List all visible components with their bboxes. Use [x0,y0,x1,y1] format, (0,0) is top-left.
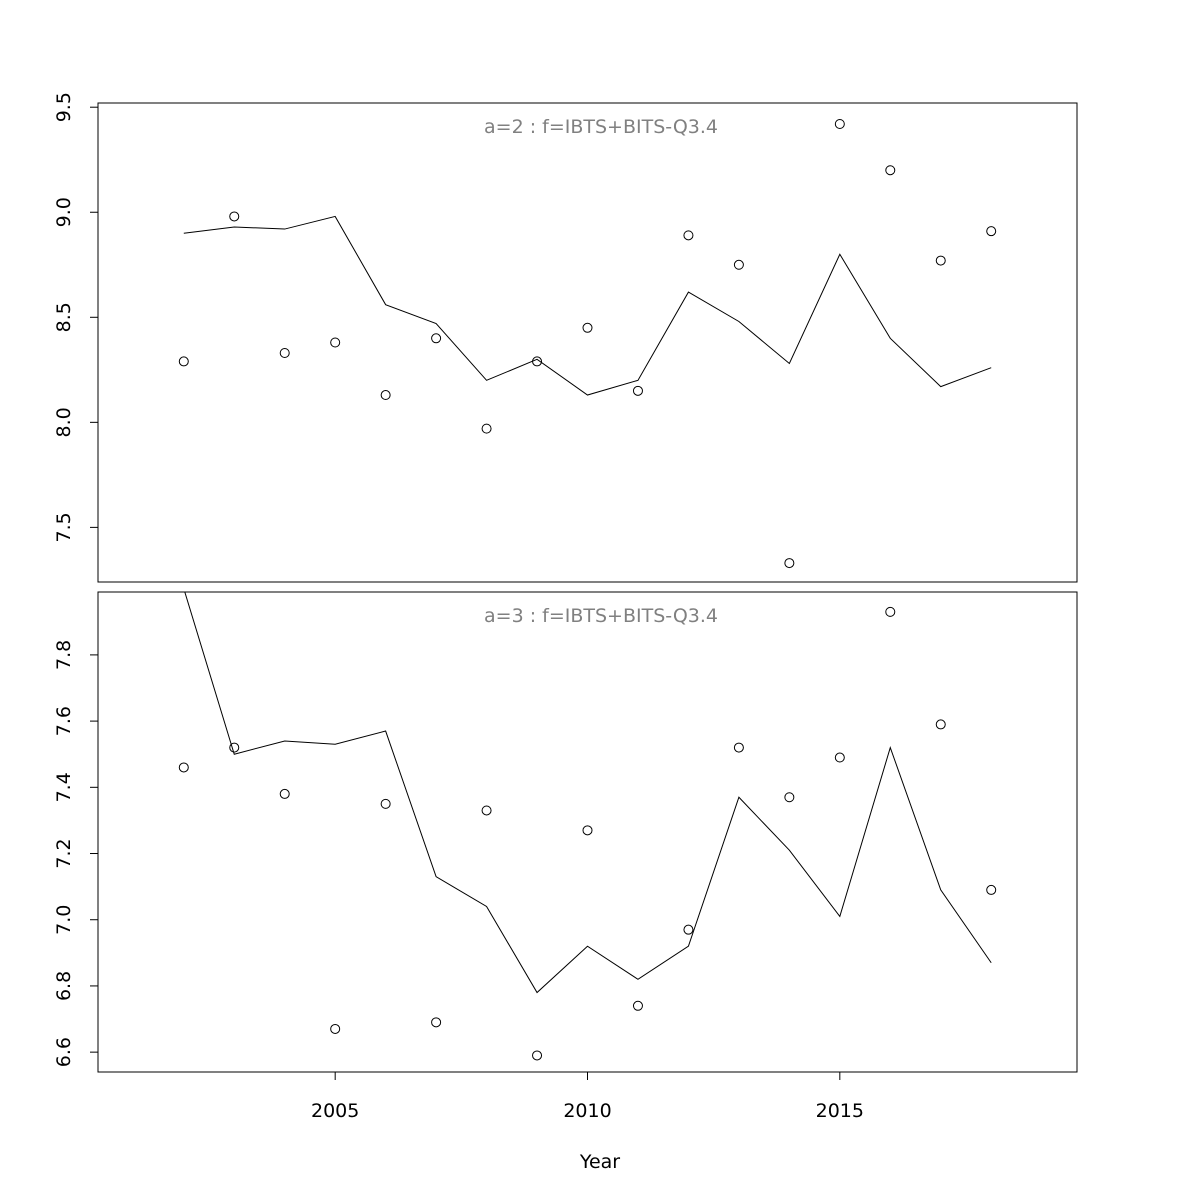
x-tick-label: 2005 [311,1100,359,1122]
panel-1-frame [97,591,1078,1073]
panel-1-observed-point [733,742,744,753]
panel-bottom: 6.6 6.8 7.0 7.2 7.4 7.6 7.8 a=3 : f=IBTS+BITS-Q… [53,591,1078,1073]
panel-1-observed-point [178,762,189,773]
panel-1-y-tick-label: 7.6 [53,706,75,736]
panel-0-observed-point [986,226,997,237]
panel-0-observed-point [481,423,492,434]
panel-0-y-tick-label: 8.0 [53,407,75,437]
panel-1-observed-point [532,1050,543,1061]
panel-1-observed-point [885,606,896,617]
panel-0-observed-point [330,337,341,348]
x-axis-label: Year [579,1151,620,1173]
panel-1-title: a=3 : f=IBTS+BITS-Q3.4 [484,605,718,627]
panel-top: 7.5 8.0 8.5 9.0 9.5 a=2 : f=IBTS+BITS-Q3.4 [53,92,1078,583]
panel-0-observed-point [229,211,240,222]
panel-1-observed-point [279,788,290,799]
panel-1-observed-point [935,719,946,730]
panel-0-observed-point [834,119,845,130]
panel-1-observed-point [986,884,997,895]
panel-0-observed-point [784,558,795,569]
panel-1-observed-point [229,742,240,753]
panel-1-observed-point [834,752,845,763]
panel-0-observed-point [683,230,694,241]
x-axis: 2005 2010 2015 [311,1071,864,1122]
panel-0-y-tick-label: 7.5 [53,512,75,542]
x-tick-label: 2010 [563,1100,611,1122]
x-tick-label: 2015 [816,1100,864,1122]
panel-1-observed-point [431,1017,442,1028]
panel-1-y-tick-label: 7.0 [53,905,75,935]
panel-1-y-tick-label: 7.8 [53,640,75,670]
panel-0-y-tick-label: 9.0 [53,197,75,227]
panel-0-fitted-line [183,215,992,396]
panel-0-observed-point [632,385,643,396]
panel-1-y-tick-label: 7.2 [53,838,75,868]
panel-0-y-tick-label: 9.5 [53,92,75,122]
panel-1-observed-point [683,924,694,935]
panel-0-title: a=2 : f=IBTS+BITS-Q3.4 [484,116,718,138]
panel-0-observed-point [431,333,442,344]
panel-1-observed-point [380,798,391,809]
panel-0-observed-point [582,322,593,333]
panel-1-y-tick-label: 6.8 [53,971,75,1001]
panel-0-frame [97,102,1078,583]
panel-1-observed-point [582,825,593,836]
panel-1-observed-point [481,805,492,816]
panel-0-observed-point [380,390,391,401]
panel-0-observed-point [885,165,896,176]
panel-0-observed-point [279,348,290,359]
panel-1-observed-point [330,1023,341,1034]
panel-0-observed-point [733,259,744,270]
panel-1-observed-point [784,792,795,803]
panel-0-observed-point [935,255,946,266]
panel-0-observed-point [178,356,189,367]
panel-1-y-tick-label: 6.6 [53,1037,75,1067]
panel-1-fitted-line [184,592,992,994]
panel-0-y-tick-label: 8.5 [53,302,75,332]
panel-1-y-tick-label: 7.4 [53,772,75,802]
panel-1-observed-point [632,1000,643,1011]
